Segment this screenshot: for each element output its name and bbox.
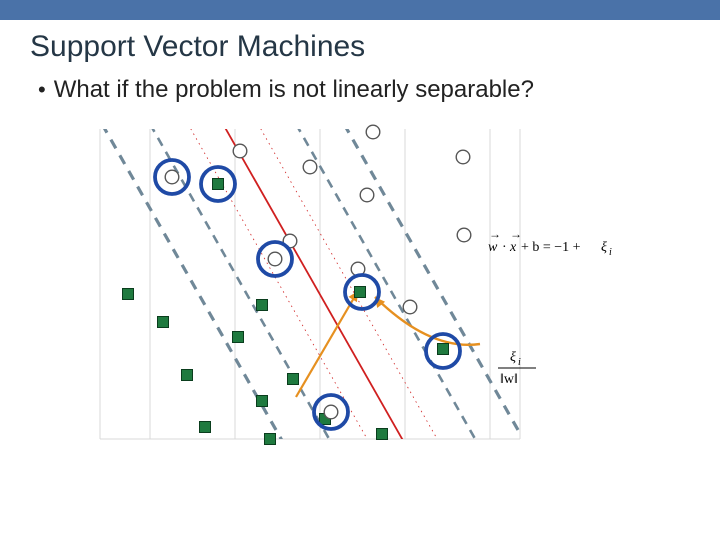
class-circle <box>457 228 471 242</box>
svg-text:→: → <box>489 227 501 241</box>
svm-diagram: w→·x→ + b = −1 + ξiξi‖w‖ <box>90 114 630 464</box>
svg-text:‖w‖: ‖w‖ <box>500 372 518 387</box>
class-circle <box>324 405 338 419</box>
class-square <box>257 300 268 311</box>
svg-text:i: i <box>518 357 521 368</box>
top-accent-bar <box>0 0 720 20</box>
arrow-slack <box>375 297 480 345</box>
figure-container: w→·x→ + b = −1 + ξiξi‖w‖ <box>0 110 720 464</box>
svg-text:+ b = −1 +: + b = −1 + <box>521 240 581 255</box>
svg-text:x: x <box>509 240 517 255</box>
class-square <box>233 332 244 343</box>
class-circle <box>366 125 380 139</box>
class-circle <box>268 252 282 266</box>
class-circle <box>403 300 417 314</box>
bullet-item: • What if the problem is not linearly se… <box>0 76 720 110</box>
class-circle <box>233 144 247 158</box>
class-square <box>265 434 276 445</box>
class-circle <box>165 170 179 184</box>
class-circle <box>456 150 470 164</box>
class-square <box>158 317 169 328</box>
bullet-marker: • <box>38 77 46 103</box>
class-square <box>438 344 449 355</box>
class-square <box>213 179 224 190</box>
class-circle <box>303 160 317 174</box>
margin-dotted-left <box>188 124 370 444</box>
class-square <box>123 289 134 300</box>
svg-text:·: · <box>502 240 507 255</box>
class-square <box>182 370 193 381</box>
class-circle <box>360 188 374 202</box>
dashed-outer-right <box>344 124 526 444</box>
bullet-text: What if the problem is not linearly sepa… <box>54 76 534 104</box>
class-square <box>355 287 366 298</box>
class-square <box>288 374 299 385</box>
svg-text:i: i <box>609 247 612 258</box>
svg-text:ξ: ξ <box>510 350 516 365</box>
svg-text:w: w <box>488 240 498 255</box>
svg-text:→: → <box>510 227 522 241</box>
class-square <box>257 396 268 407</box>
svg-text:ξ: ξ <box>601 240 607 255</box>
equation-hyperplane: w→·x→ + b = −1 + ξi <box>488 227 612 258</box>
class-square <box>200 422 211 433</box>
slide-title: Support Vector Machines <box>0 20 720 76</box>
class-square <box>377 429 388 440</box>
equation-slack-distance: ξi‖w‖ <box>498 350 536 387</box>
